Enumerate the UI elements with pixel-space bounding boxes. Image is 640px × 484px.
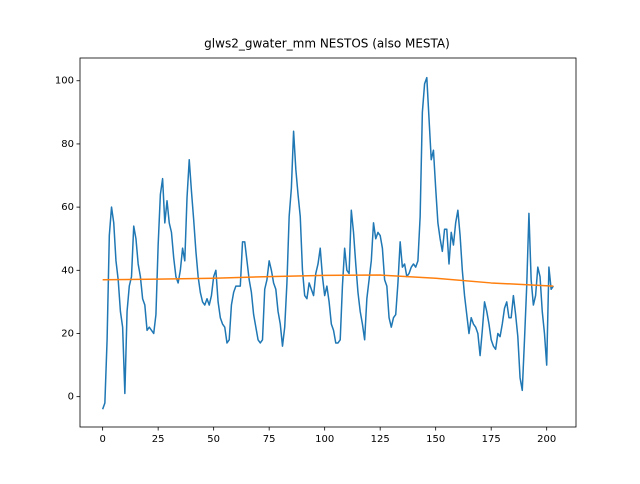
y-tick-label: 40 bbox=[61, 265, 74, 276]
x-tick-label: 125 bbox=[371, 434, 390, 445]
x-tick-label: 100 bbox=[315, 434, 334, 445]
chart-title: glws2_gwater_mm NESTOS (also MESTA) bbox=[204, 37, 450, 51]
y-tick-label: 60 bbox=[61, 202, 74, 213]
data-line bbox=[101, 76, 554, 410]
y-tick-label: 20 bbox=[61, 328, 74, 339]
plot-frame bbox=[79, 57, 577, 428]
x-tick-label: 25 bbox=[152, 434, 165, 445]
y-tick-label: 0 bbox=[68, 392, 74, 403]
x-tick-label: 0 bbox=[99, 434, 105, 445]
x-tick-label: 150 bbox=[426, 434, 445, 445]
x-tick-label: 75 bbox=[263, 434, 276, 445]
y-tick-label: 100 bbox=[55, 76, 74, 87]
y-tick-label: 80 bbox=[61, 139, 74, 150]
x-tick-label: 200 bbox=[537, 434, 556, 445]
x-tick-label: 50 bbox=[207, 434, 220, 445]
data-line bbox=[102, 274, 554, 287]
x-tick-label: 175 bbox=[482, 434, 501, 445]
